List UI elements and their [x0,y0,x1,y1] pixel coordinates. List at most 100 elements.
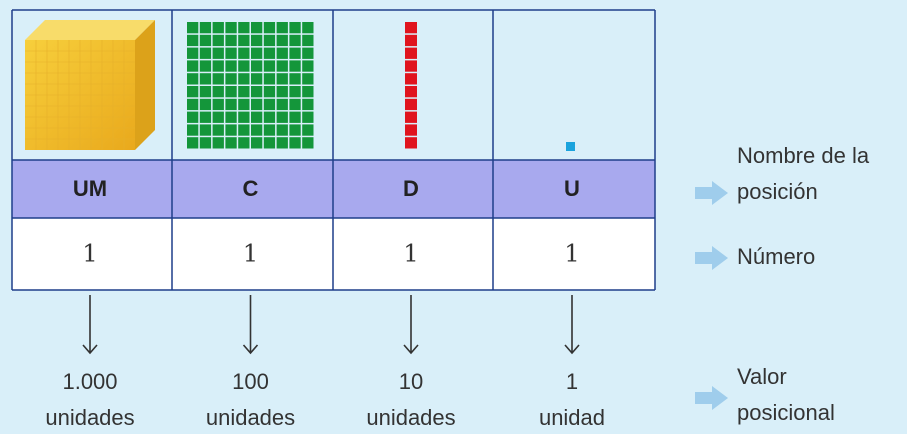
legend-label: Valor [737,364,787,389]
rod-cell [405,86,417,98]
grid-cell [289,34,301,47]
grid-cell [238,86,250,98]
rod-cell [405,73,417,85]
grid-cell [225,86,237,98]
grid-cell [187,86,199,98]
grid-cell [199,47,212,59]
grid-cell [187,124,199,136]
grid-cell [238,47,250,59]
grid-cell [289,22,301,34]
grid-cell [199,111,212,123]
grid-cell [238,73,250,85]
down-arrow [564,295,580,355]
grid-cell [263,60,276,72]
grid-cell [302,22,314,34]
digit: 1 [564,240,579,268]
column-header: D [403,176,419,201]
grid-cell [251,98,263,111]
value-unit: unidades [206,405,295,430]
grid-cell [225,73,237,85]
grid-cell [212,98,224,111]
thousand-cube [25,20,155,150]
grid-cell [212,34,224,47]
grid-cell [263,86,276,98]
grid-cell [276,60,288,72]
rod-cell [405,98,417,111]
digit: 1 [403,240,418,268]
grid-cell [289,47,301,59]
grid-cell [251,60,263,72]
rod-cell [405,111,417,123]
grid-cell [302,34,314,47]
digit: 1 [243,240,258,268]
unit-cube [566,142,575,151]
grid-cell [187,98,199,111]
grid-cell [302,47,314,59]
grid-cell [289,86,301,98]
grid-cell [238,137,250,149]
rod-cell [405,60,417,72]
grid-cell [225,22,237,34]
grid-cell [251,137,263,149]
down-arrow [82,295,98,355]
grid-cell [263,137,276,149]
rod-cell [405,124,417,136]
grid-cell [251,124,263,136]
right-arrow [695,246,728,270]
grid-cell [187,73,199,85]
ten-rod [405,22,417,149]
grid-cell [199,98,212,111]
grid-cell [238,98,250,111]
grid-cell [187,111,199,123]
grid-cell [225,34,237,47]
rod-cell [405,47,417,59]
grid-cell [276,124,288,136]
grid-cell [263,47,276,59]
grid-cell [187,47,199,59]
grid-cell [212,73,224,85]
column-header: U [564,176,580,201]
rod-cell [405,34,417,47]
grid-cell [225,47,237,59]
grid-cell [251,73,263,85]
down-arrow [403,295,419,355]
grid-cell [238,34,250,47]
grid-cell [302,60,314,72]
grid-cell [289,137,301,149]
hundred-square [187,22,314,149]
grid-cell [187,137,199,149]
grid-cell [289,73,301,85]
grid-cell [302,111,314,123]
grid-cell [289,124,301,136]
grid-cell [199,137,212,149]
grid-cell [199,60,212,72]
grid-cell [225,98,237,111]
grid-cell [225,111,237,123]
grid-cell [212,60,224,72]
grid-cell [263,98,276,111]
grid-cell [225,60,237,72]
grid-cell [251,111,263,123]
grid-cell [238,22,250,34]
grid-cell [263,124,276,136]
grid-cell [289,111,301,123]
grid-cell [302,137,314,149]
grid-cell [263,34,276,47]
value-number: 1 [566,369,578,394]
table-borders [11,9,656,291]
grid-cell [276,86,288,98]
value-number: 100 [232,369,269,394]
grid-cell [276,73,288,85]
grid-cell [225,124,237,136]
rod-cell [405,22,417,34]
grid-cell [187,60,199,72]
cube-top [25,20,155,40]
legend-label: posición [737,179,818,204]
grid-cell [289,60,301,72]
grid-cell [238,111,250,123]
digit: 1 [82,240,97,268]
cube-side [135,20,155,150]
grid-cell [263,73,276,85]
grid-cell [212,124,224,136]
